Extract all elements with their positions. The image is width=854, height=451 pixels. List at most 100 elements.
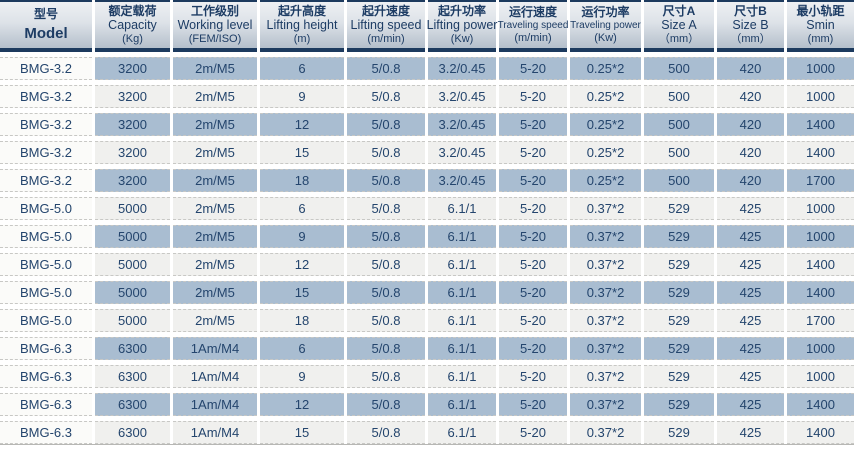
column-label-zh: 运行速度: [508, 5, 557, 20]
table-cell: 5-20: [499, 225, 567, 248]
table-cell: 5-20: [499, 393, 567, 416]
table-cell: 3.2/0.45: [428, 57, 496, 80]
column-header-size-a: 尺寸A Size A （mm）: [644, 0, 714, 52]
cell-model: BMG-6.3: [0, 365, 92, 388]
table-cell: 5000: [95, 253, 170, 276]
table-cell: 5-20: [499, 57, 567, 80]
column-label-zh: 型号: [33, 7, 58, 22]
table-cell: 5-20: [499, 141, 567, 164]
cell-model: BMG-5.0: [0, 225, 92, 248]
table-cell: 5-20: [499, 309, 567, 332]
table-cell: 425: [717, 281, 784, 304]
column-label-en: Traveling power: [570, 19, 641, 31]
column-label-zh: 起升速度: [361, 3, 410, 18]
table-cell: 529: [644, 393, 714, 416]
column-label-zh: 尺寸A: [662, 3, 696, 18]
table-cell: 6.1/1: [428, 393, 496, 416]
table-cell: 9: [260, 365, 344, 388]
table-cell: 1Am/M4: [173, 365, 257, 388]
table-cell: 0.37*2: [570, 309, 641, 332]
table-cell: 420: [717, 141, 784, 164]
table-cell: 6300: [95, 421, 170, 444]
table-cell: 0.25*2: [570, 141, 641, 164]
table-cell: 1Am/M4: [173, 393, 257, 416]
table-cell: 6: [260, 57, 344, 80]
table-cell: 420: [717, 113, 784, 136]
column-label-zh: 运行功率: [581, 5, 630, 20]
column-unit: (Kw): [594, 31, 617, 44]
table-cell: 3.2/0.45: [428, 169, 496, 192]
table-cell: 500: [644, 169, 714, 192]
table-cell: 529: [644, 253, 714, 276]
table-cell: 425: [717, 421, 784, 444]
cell-model: BMG-6.3: [0, 393, 92, 416]
table-cell: 5000: [95, 197, 170, 220]
table-cell: 0.37*2: [570, 337, 641, 360]
table-cell: 5/0.8: [347, 337, 425, 360]
table-cell: 5/0.8: [347, 393, 425, 416]
table-cell: 0.37*2: [570, 253, 641, 276]
table-cell: 500: [644, 141, 714, 164]
table-cell: 2m/M5: [173, 57, 257, 80]
table-cell: 5/0.8: [347, 85, 425, 108]
table-cell: 529: [644, 337, 714, 360]
table-cell: 500: [644, 85, 714, 108]
table-cell: 9: [260, 225, 344, 248]
column-label-en: Model: [24, 24, 68, 42]
table-cell: 529: [644, 225, 714, 248]
column-label-en: Lifting speed: [350, 18, 422, 33]
table-cell: 500: [644, 113, 714, 136]
table-cell: 3.2/0.45: [428, 113, 496, 136]
column-label-en: Size B: [732, 18, 769, 33]
table-cell: 1000: [787, 57, 854, 80]
column-header-lifting-speed: 起升速度 Lifting speed (m/min): [347, 0, 425, 52]
cell-model: BMG-5.0: [0, 281, 92, 304]
cell-model: BMG-5.0: [0, 197, 92, 220]
table-cell: 1000: [787, 225, 854, 248]
table-cell: 12: [260, 253, 344, 276]
table-cell: 1000: [787, 365, 854, 388]
table-cell: 12: [260, 113, 344, 136]
table-cell: 5/0.8: [347, 141, 425, 164]
column-unit: (Kw): [450, 33, 474, 46]
table-cell: 5/0.8: [347, 309, 425, 332]
table-cell: 420: [717, 169, 784, 192]
table-cell: 0.37*2: [570, 281, 641, 304]
table-cell: 1000: [787, 337, 854, 360]
table-cell: 0.25*2: [570, 113, 641, 136]
table-cell: 5/0.8: [347, 253, 425, 276]
column-header-lifting-power: 起升功率 Lifting power (Kw): [426, 0, 498, 52]
column-unit: (m/min): [367, 33, 405, 46]
table-cell: 2m/M5: [173, 169, 257, 192]
column-unit: (m/min): [514, 31, 552, 44]
table-cell: 420: [717, 85, 784, 108]
table-cell: 5/0.8: [347, 169, 425, 192]
table-cell: 2m/M5: [173, 141, 257, 164]
column-unit: （mm）: [658, 33, 700, 46]
cell-model: BMG-3.2: [0, 169, 92, 192]
cell-model: BMG-3.2: [0, 85, 92, 108]
table-cell: 1700: [787, 309, 854, 332]
column-label-zh: 最小轨距: [796, 3, 845, 18]
table-cell: 6: [260, 337, 344, 360]
column-header-lifting-height: 起升高度 Lifting height (m): [260, 0, 344, 52]
table-cell: 3200: [95, 57, 170, 80]
column-label-en: Lifting power: [426, 18, 498, 33]
column-header-capacity: 额定载荷 Capacity (Kg): [95, 0, 170, 52]
table-cell: 6.1/1: [428, 225, 496, 248]
table-cell: 425: [717, 225, 784, 248]
table-cell: 0.25*2: [570, 85, 641, 108]
table-cell: 529: [644, 281, 714, 304]
table-cell: 3.2/0.45: [428, 141, 496, 164]
column-unit: （mm）: [730, 33, 771, 46]
table-cell: 6300: [95, 393, 170, 416]
table-cell: 529: [644, 309, 714, 332]
table-cell: 0.37*2: [570, 421, 641, 444]
table-cell: 3200: [95, 85, 170, 108]
column-header-smin: 最小轨距 Smin (mm): [787, 0, 854, 52]
table-cell: 5/0.8: [347, 225, 425, 248]
column-unit: (m): [293, 33, 311, 46]
table-cell: 5-20: [499, 337, 567, 360]
table-cell: 5/0.8: [347, 57, 425, 80]
table-cell: 6300: [95, 337, 170, 360]
